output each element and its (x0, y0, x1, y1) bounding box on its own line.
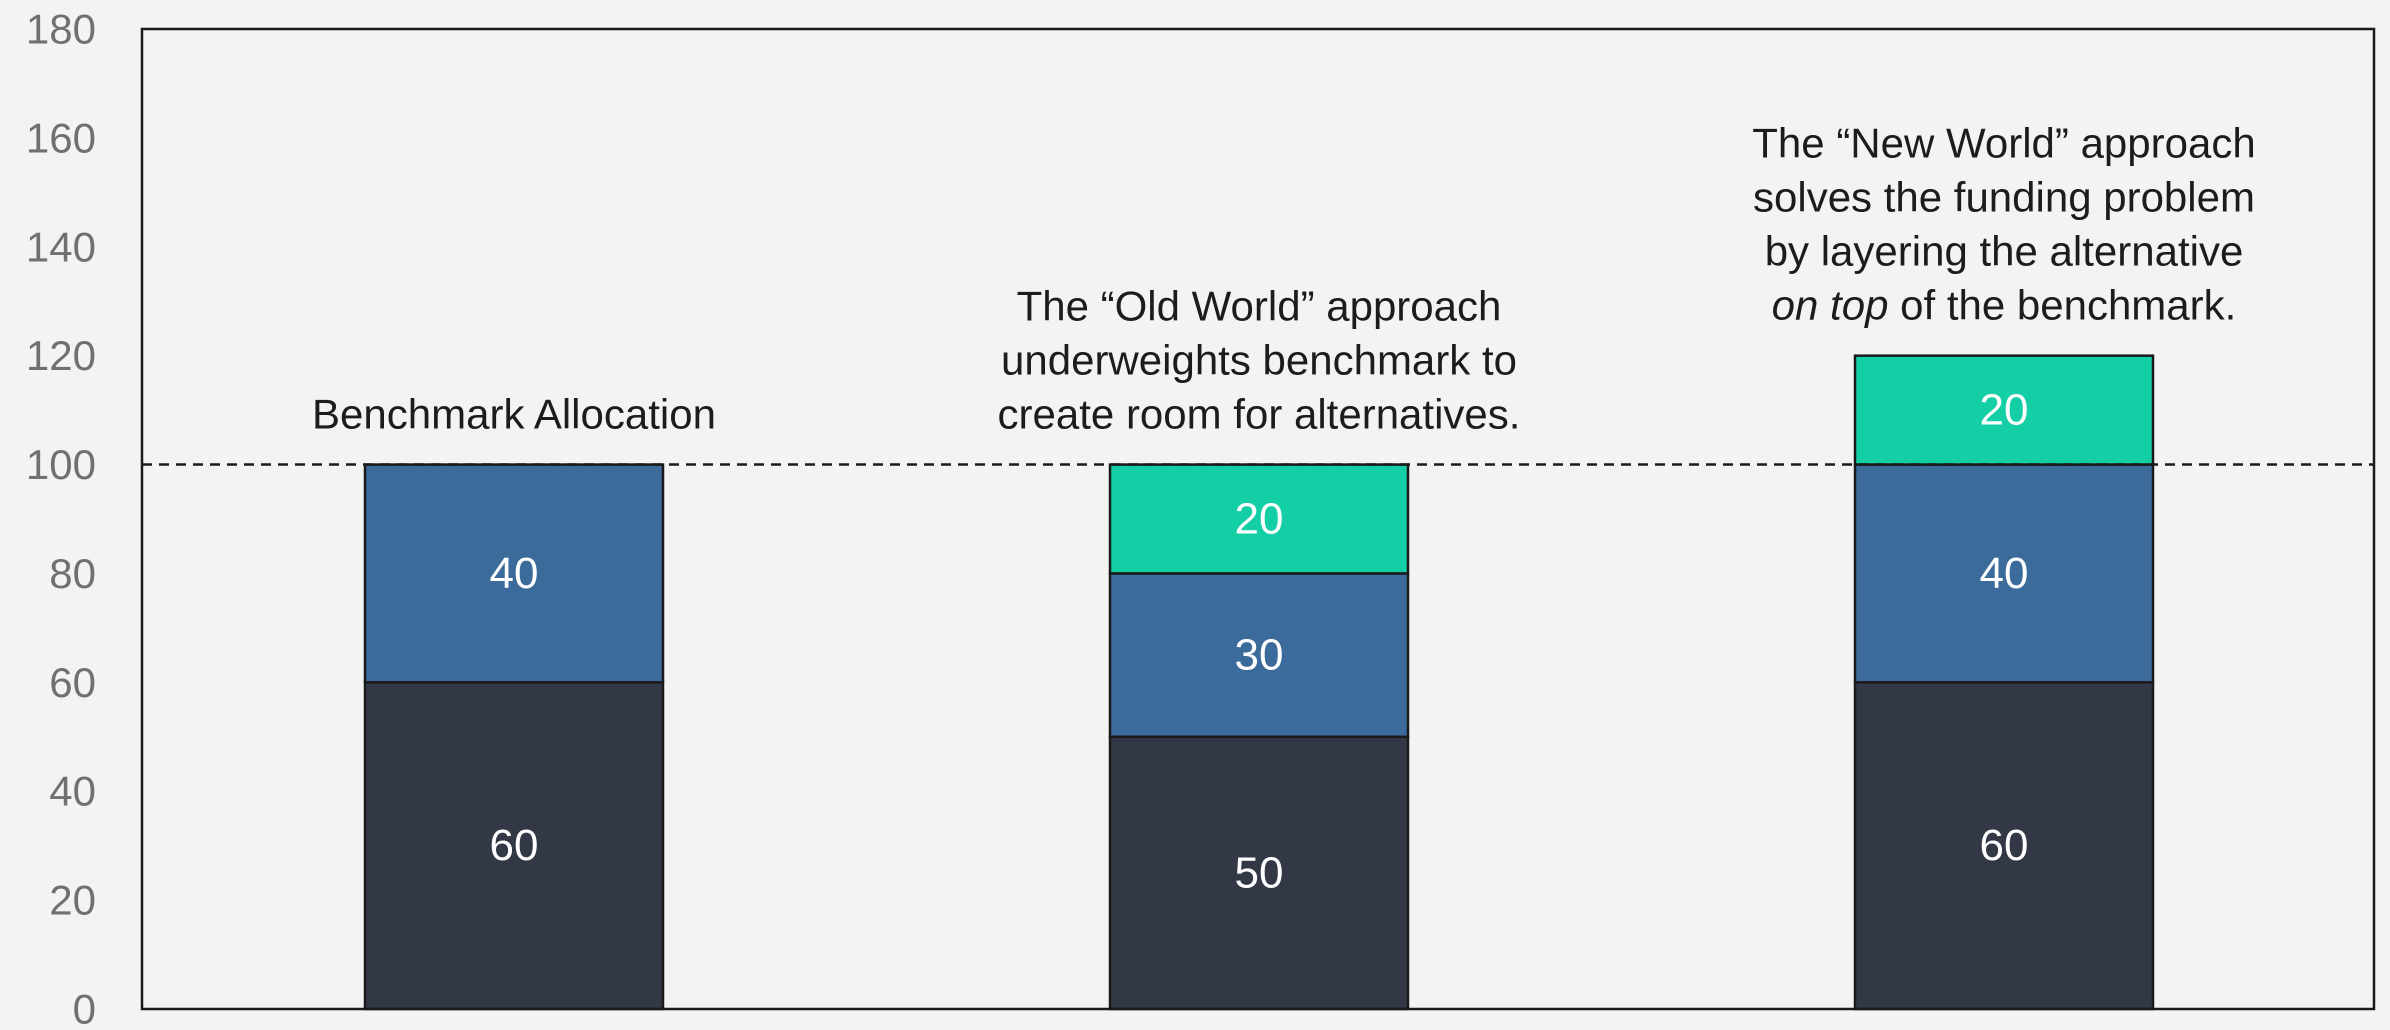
annotation-3-line-4-run-1: on top (1772, 282, 1889, 329)
annotation-2-line-2-run-1: underweights benchmark to (1001, 337, 1517, 384)
bar-2-segment-3 (1108, 463, 1410, 575)
y-tick-label-80: 80 (49, 550, 96, 597)
bar-2-segment-1-label: 50 (1235, 848, 1284, 897)
annotation-3-line-3: by layering the alternative (1765, 228, 2244, 275)
annotations: Benchmark Allocation The “Old World” appr… (312, 120, 2256, 438)
y-tick-label-180: 180 (26, 6, 96, 53)
bar-3-segment-3-label: 20 (1980, 386, 2029, 435)
bar-1-segment-2 (363, 463, 665, 684)
annotation-3-line-2-run-1: solves the funding problem (1753, 174, 2255, 221)
bar-3-segment-2 (1853, 463, 2155, 684)
bar-2-segment-2-label: 30 (1235, 631, 1284, 680)
y-tick-label-120: 120 (26, 332, 96, 379)
annotation-3-line-4-run-2: of the benchmark. (1888, 282, 2236, 329)
bar-1-segment-2-label: 40 (490, 549, 539, 598)
y-tick-label-60: 60 (49, 659, 96, 706)
bar-1-segment-1-label: 60 (490, 821, 539, 870)
annotation-1-line-1-run-1: Benchmark Allocation (312, 391, 716, 438)
annotation-1-line-1: Benchmark Allocation (312, 391, 716, 438)
y-tick-label-20: 20 (49, 877, 96, 924)
annotation-2-line-1: The “Old World” approach (1017, 283, 1502, 330)
annotation-3-line-1-run-1: The “New World” approach (1752, 120, 2255, 167)
plot-frame (140, 27, 2376, 1011)
bar-2-segment-3-label: 20 (1235, 495, 1284, 544)
bar-2-segment-2 (1108, 572, 1410, 739)
y-tick-label-140: 140 (26, 223, 96, 270)
annotation-2-line-3: create room for alternatives. (998, 391, 1521, 438)
annotation-2-line-3-run-1: create room for alternatives. (998, 391, 1521, 438)
bar-2-segment-1 (1108, 735, 1410, 1011)
y-tick-label-40: 40 (49, 768, 96, 815)
y-tick-label-160: 160 (26, 114, 96, 161)
y-tick-label-100: 100 (26, 441, 96, 488)
y-axis: 0 20 40 60 80 100 120 140 160 180 (26, 6, 96, 1030)
bar-3-segment-1-label: 60 (1980, 821, 2029, 870)
y-tick-label-0: 0 (73, 986, 96, 1030)
annotation-3-line-3-run-1: by layering the alternative (1765, 228, 2244, 275)
bar-3-segment-1 (1853, 681, 2155, 1011)
annotation-3-line-1: The “New World” approach (1752, 120, 2255, 167)
bars (363, 354, 2155, 1011)
annotation-2-line-1-run-1: The “Old World” approach (1017, 283, 1502, 330)
bar-3-segment-3 (1853, 354, 2155, 466)
bar-1-segment-1 (363, 681, 665, 1011)
bar-3-segment-2-label: 40 (1980, 549, 2029, 598)
annotation-3-line-4: on top of the benchmark. (1772, 282, 2237, 329)
value-labels: 60 40 50 30 20 60 40 20 (490, 386, 2029, 898)
annotation-3-line-2: solves the funding problem (1753, 174, 2255, 221)
annotation-2-line-2: underweights benchmark to (1001, 337, 1517, 384)
